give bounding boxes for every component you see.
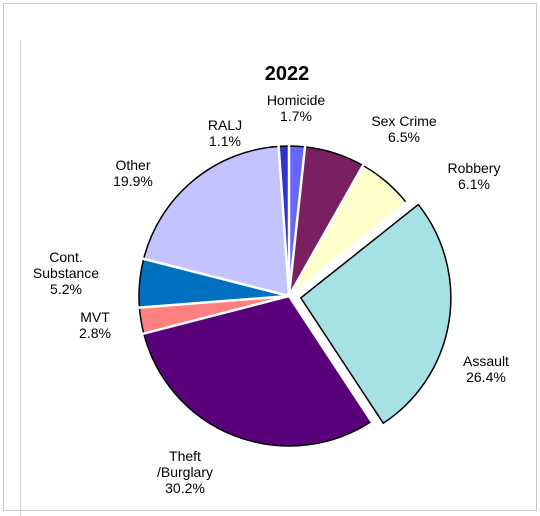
slice-name: Assault: [463, 353, 509, 369]
slice-separator: [137, 294, 290, 309]
slice-separator: [287, 295, 374, 424]
slice-value: 1.1%: [209, 133, 241, 149]
slice-value: 26.4%: [466, 369, 506, 385]
pie-slices: [137, 144, 452, 447]
slice-value: 1.7%: [280, 108, 312, 124]
pie-slice-theft-burglary: [143, 295, 373, 447]
slice-name: MVT: [80, 309, 110, 325]
slice-value: 6.1%: [458, 176, 490, 192]
pie-slice-assault: [300, 203, 452, 424]
slice-value: 30.2%: [165, 480, 205, 496]
slice-separator: [287, 163, 366, 297]
slice-separator: [277, 144, 291, 297]
slice-name: RALJ: [208, 117, 242, 133]
slice-label-robbery: Robbery 6.1%: [448, 160, 501, 192]
slice-name: Robbery: [448, 160, 501, 176]
slice-separator: [141, 257, 290, 298]
slice-label-ralj: RALJ 1.1%: [208, 117, 242, 149]
slice-value: 2.8%: [79, 325, 111, 341]
slice-label-cont-substance: Cont. Substance 5.2%: [33, 249, 99, 297]
slice-label-assault: Assault 26.4%: [463, 353, 509, 385]
divider-line: [20, 40, 21, 516]
slice-labels: Homicide 1.7% Sex Crime 6.5% Robbery 6.1% Assa…: [33, 92, 509, 496]
slice-label-other: Other 19.9%: [113, 157, 153, 189]
slice-value: 19.9%: [113, 173, 153, 189]
slice-name: Sex Crime: [371, 113, 437, 129]
slice-label-theft-burglary: Theft/Burglary 30.2%: [157, 448, 213, 496]
slice-name: Theft: [169, 448, 201, 464]
slice-name: /Burglary: [157, 464, 213, 480]
pie-slice-other: [142, 145, 290, 297]
slice-label-mvt: MVT 2.8%: [79, 309, 111, 341]
slice-label-homicide: Homicide 1.7%: [267, 92, 326, 124]
slice-name: Other: [115, 157, 150, 173]
slice-value: 6.5%: [388, 129, 420, 145]
slice-separator: [288, 200, 409, 297]
slice-separator: [141, 294, 290, 336]
chart-title: 2022: [265, 63, 310, 85]
slice-name: Substance: [33, 265, 99, 281]
slice-value: 5.2%: [50, 281, 82, 297]
slice-name: Cont.: [49, 249, 82, 265]
slice-label-sex-crime: Sex Crime 6.5%: [371, 113, 437, 145]
slice-separator: [287, 144, 307, 297]
slice-name: Homicide: [267, 92, 326, 108]
